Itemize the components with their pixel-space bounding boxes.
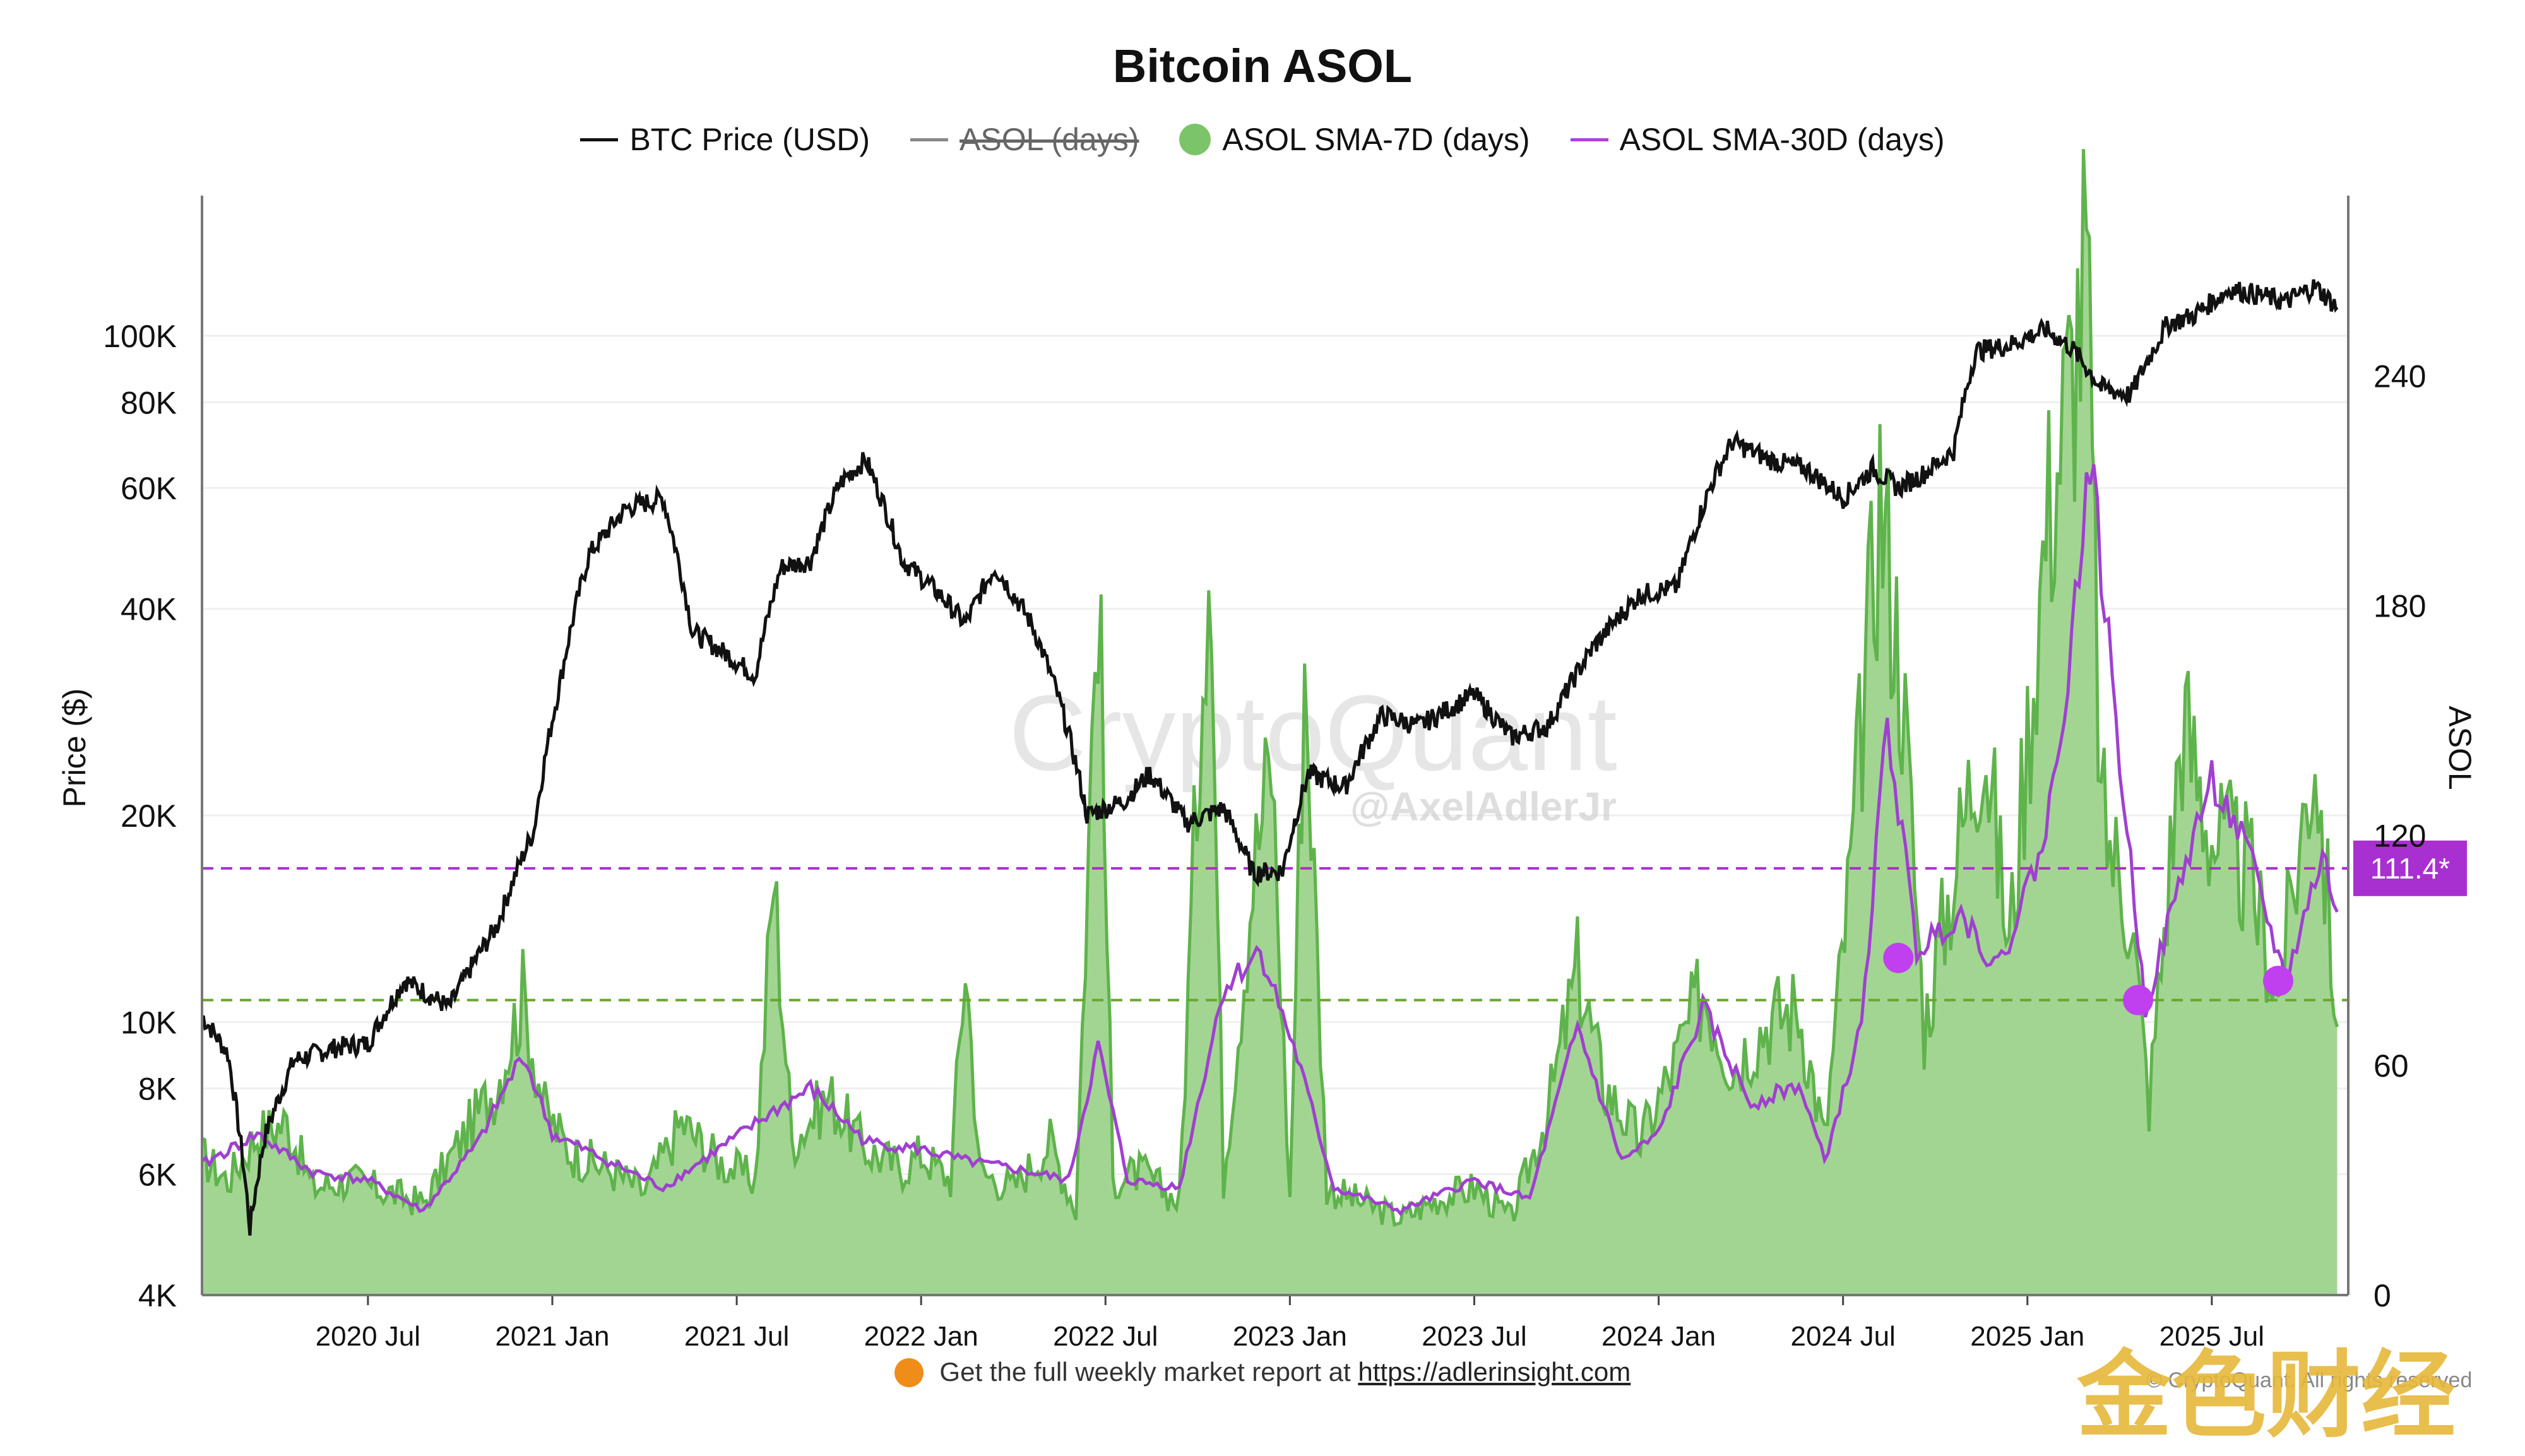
marker-dot [1883,942,1914,973]
legend-label: ASOL SMA-30D (days) [1619,122,1945,157]
marker-dot [2263,966,2294,997]
y-right-tick-label: 180 [2374,588,2426,624]
y-right-tick-label: 120 [2374,819,2426,854]
y-left-tick-label: 100K [103,319,177,354]
reference-label: 111.4* [2370,852,2450,885]
corner-watermark: 金色财经 [2077,1341,2456,1451]
asol-sma7-area [202,149,2338,1295]
marker-dot [2123,985,2154,1015]
markers [1883,942,2294,1015]
x-tick-label: 2025 Jan [1970,1321,2084,1352]
y-right-tick-label: 240 [2374,358,2426,394]
y-right-axis-label: ASOL [2442,706,2478,790]
legend-line-icon [1570,138,1608,141]
x-tick-label: 2022 Jul [1053,1321,1158,1352]
footer: Get the full weekly market report at htt… [0,1357,2525,1387]
chart-plot: CryptoQuant @AxelAdlerJr 111.4* 4K6K8K10… [57,149,2478,1352]
y-left-tick-label: 6K [138,1157,177,1193]
axes: 4K 6K 8K 10K 20K 40K 60K 80K 100K 0 60 120 180 240 202… [103,196,2426,1352]
legend-label: ASOL SMA-7D (days) [1222,122,1530,157]
legend-item-asol-sma30[interactable]: ASOL SMA-30D (days) [1570,121,1945,158]
reference-badge [2353,840,2467,896]
x-tick-label: 2024 Jan [1601,1321,1716,1352]
y-left-tick-label: 20K [121,798,177,834]
x-tick-label: 2021 Jul [684,1321,789,1352]
y-left-tick-label: 4K [138,1278,177,1313]
x-tick-label: 2024 Jul [1790,1321,1895,1352]
x-tick-label: 2025 Jul [2160,1321,2264,1352]
reference-lines: 111.4* [202,840,2467,1002]
btc-price-line [201,279,2339,1236]
y-left-tick-label: 60K [121,471,177,506]
legend-label: ASOL (days) [960,122,1139,157]
y-left-tick-label: 40K [121,592,177,627]
x-tick-label: 2021 Jan [495,1321,609,1352]
asol-sma30-line [201,464,2339,1217]
watermark-handle: @AxelAdlerJr [1350,784,1617,829]
orange-dot-icon [894,1358,924,1387]
x-tick-label: 2023 Jan [1233,1321,1347,1352]
y-left-tick-label: 8K [138,1072,177,1107]
copyright: © CryptoQuant. All rights reserved [2146,1368,2473,1392]
legend-dot-icon [1179,124,1211,155]
y-right-tick-label: 60 [2374,1048,2409,1084]
legend-label: BTC Price (USD) [629,122,870,157]
legend-item-btc-price[interactable]: BTC Price (USD) [580,121,870,158]
y-right-tick-label: 0 [2374,1278,2391,1313]
x-tick-label: 2022 Jan [864,1321,978,1352]
y-left-tick-label: 80K [121,385,177,420]
footer-link[interactable]: https://adlerinsight.com [1358,1357,1631,1387]
legend-item-asol[interactable]: ASOL (days) [910,121,1139,158]
legend-item-asol-sma7[interactable]: ASOL SMA-7D (days) [1179,121,1530,158]
legend-line-icon [580,138,619,141]
legend: BTC Price (USD) ASOL (days) ASOL SMA-7D … [0,121,2525,158]
footer-text: Get the full weekly market report at [939,1357,1351,1387]
y-left-tick-label: 10K [121,1005,177,1040]
x-tick-label: 2023 Jul [1422,1321,1526,1352]
legend-line-icon [910,138,949,141]
x-tick-label: 2020 Jul [316,1321,420,1352]
chart-title: Bitcoin ASOL [1112,40,1413,92]
y-left-axis-label: Price ($) [57,689,92,808]
